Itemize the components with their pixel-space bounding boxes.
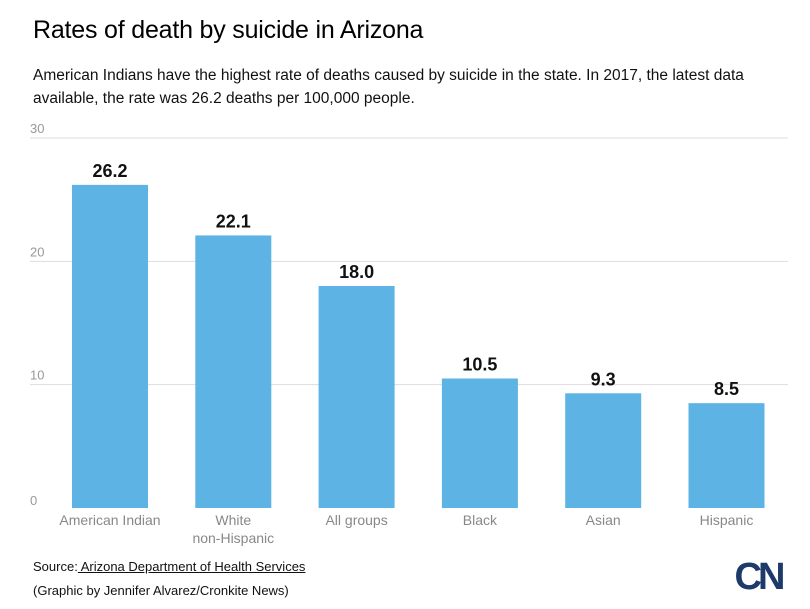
gridlines bbox=[30, 137, 788, 386]
category-label: Black bbox=[463, 512, 498, 528]
data-label: 22.1 bbox=[216, 211, 251, 231]
category-label: White non-Hispanic bbox=[192, 512, 274, 546]
data-label: 8.5 bbox=[714, 379, 739, 399]
bars bbox=[72, 184, 765, 508]
y-tick-label: 10 bbox=[30, 368, 44, 383]
bar bbox=[72, 184, 148, 508]
bar bbox=[565, 393, 642, 508]
category-label: American Indian bbox=[59, 512, 160, 528]
labels: 0 10 20 30 26.2 American Indian 22.1 White non-H… bbox=[30, 121, 753, 546]
cronkite-news-logo: CN bbox=[735, 556, 787, 596]
source-link[interactable]: Arizona Department of Health Services bbox=[77, 559, 306, 574]
data-label: 10.5 bbox=[462, 355, 497, 375]
chart-title: Rates of death by suicide in Arizona bbox=[33, 16, 424, 44]
graphic-credit: (Graphic by Jennifer Alvarez/Cronkite Ne… bbox=[33, 583, 289, 598]
bar-chart: 0 10 20 30 26.2 American Indian 22.1 White non-H… bbox=[30, 121, 788, 546]
data-label: 9.3 bbox=[591, 369, 616, 389]
bar bbox=[195, 235, 272, 508]
y-tick-label: 20 bbox=[30, 244, 44, 259]
data-label: 26.2 bbox=[92, 161, 127, 181]
source-prefix: Source: bbox=[33, 559, 78, 574]
y-tick-label: 0 bbox=[30, 493, 37, 508]
category-label: Hispanic bbox=[700, 512, 754, 528]
category-label: All groups bbox=[325, 512, 387, 528]
y-tick-label: 30 bbox=[30, 121, 44, 136]
source-note: Source: Arizona Department of Health Ser… bbox=[33, 559, 305, 574]
chart-subtitle: American Indians have the highest rate o… bbox=[33, 67, 744, 107]
svg-text:CN: CN bbox=[735, 556, 783, 596]
bar bbox=[318, 286, 395, 508]
bar bbox=[441, 378, 518, 508]
data-label: 18.0 bbox=[339, 262, 374, 282]
category-label: Asian bbox=[586, 512, 621, 528]
bar bbox=[688, 403, 765, 508]
